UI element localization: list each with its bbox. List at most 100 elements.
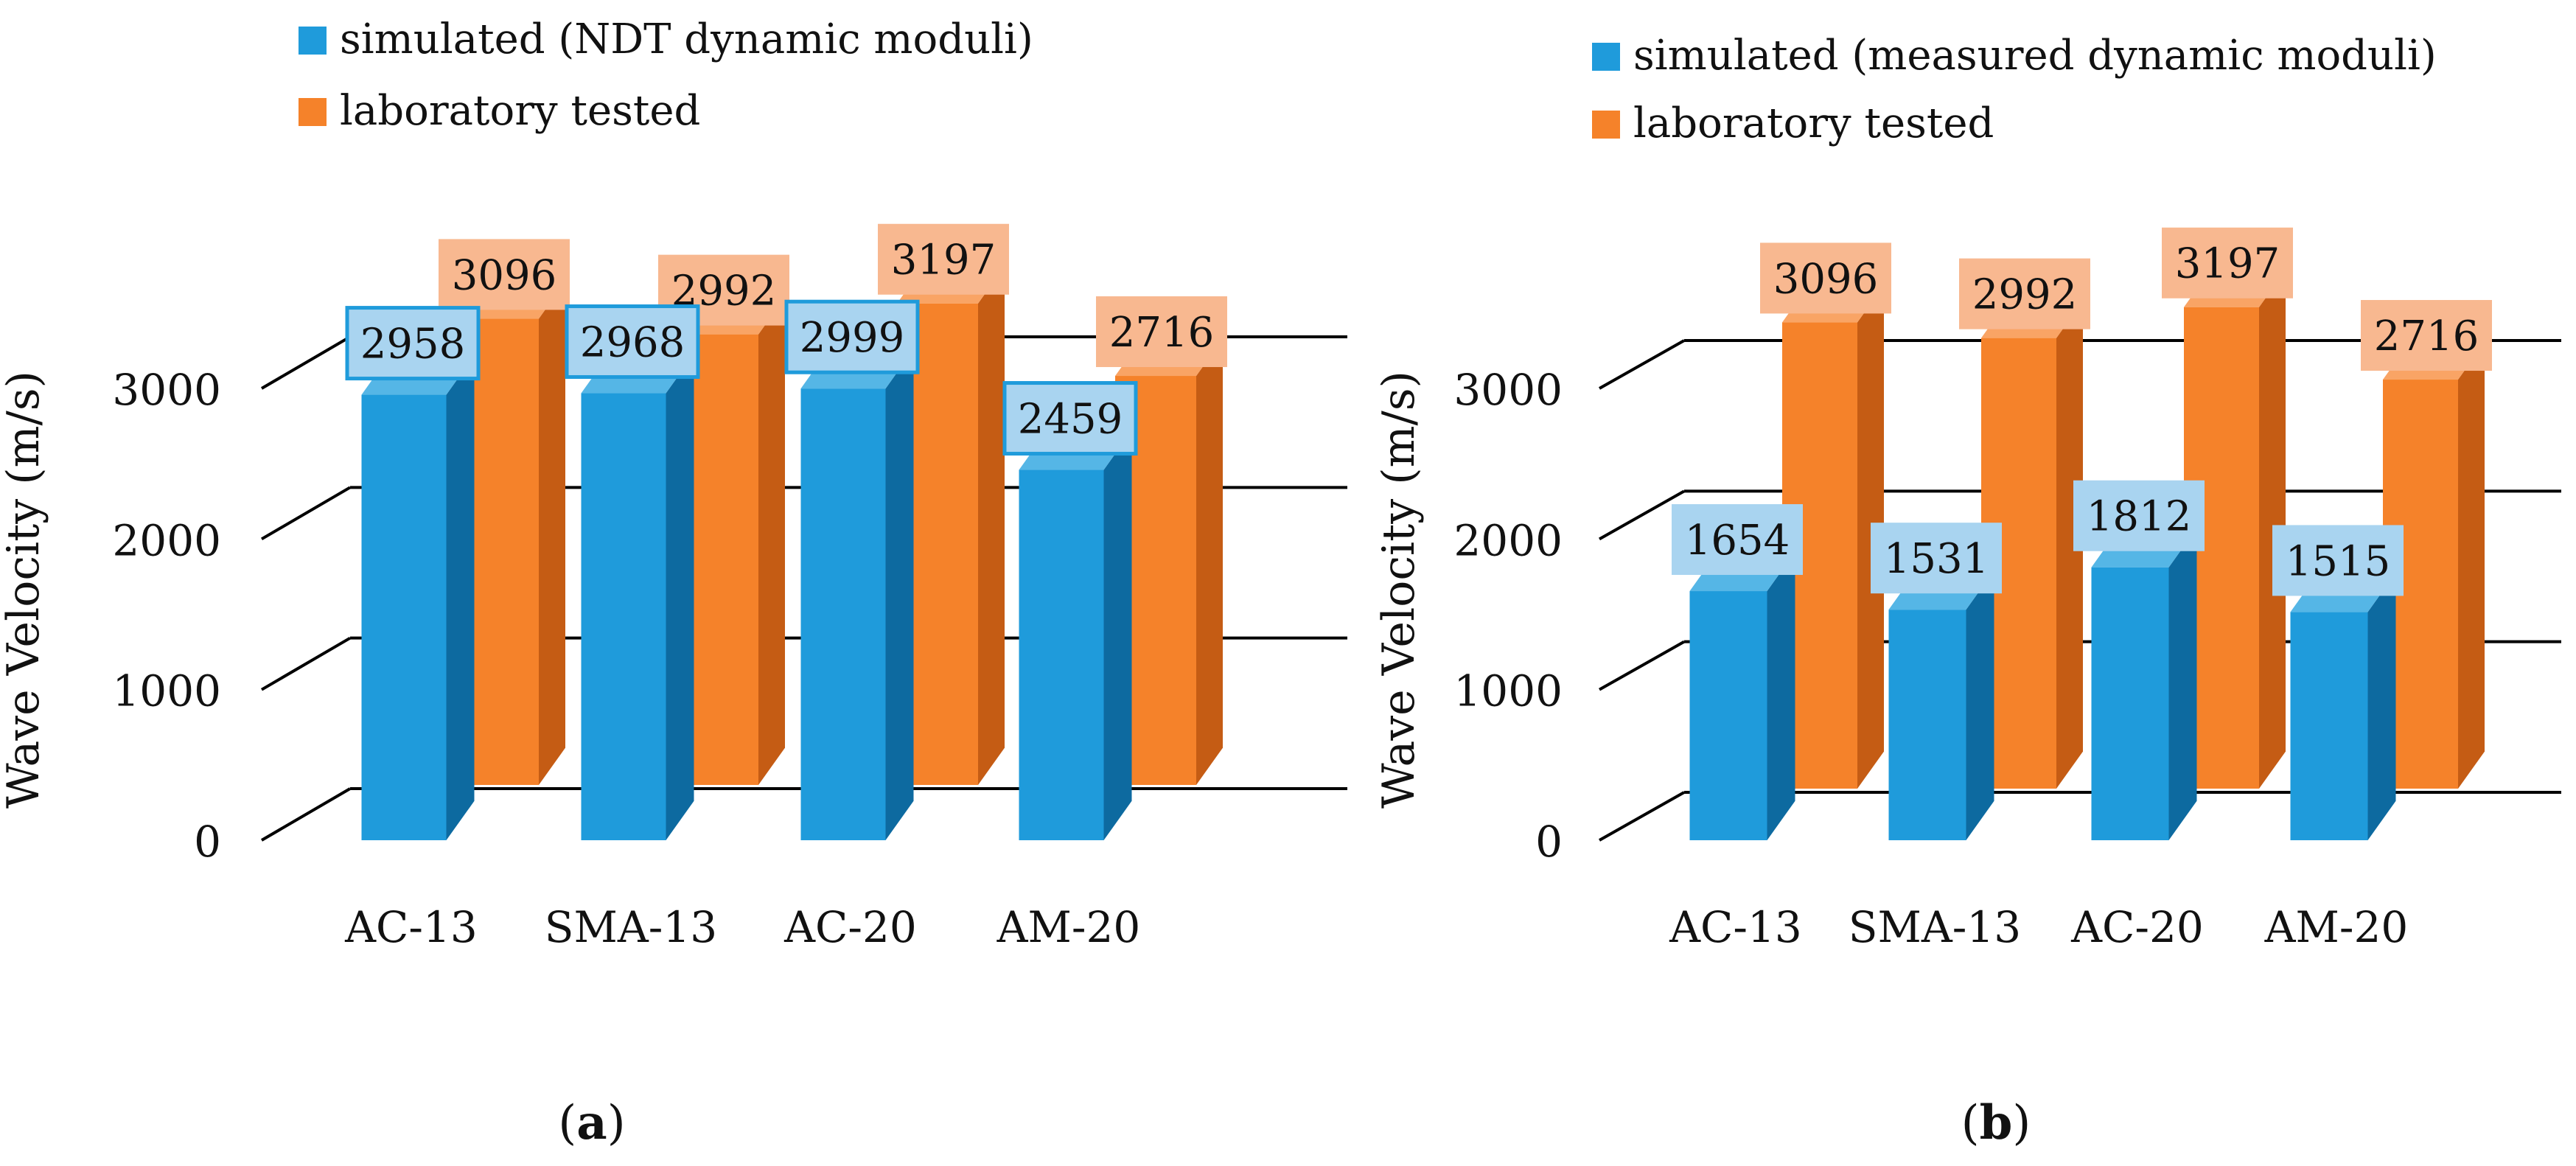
panel-label: (b) — [1961, 1095, 2031, 1151]
panel-label: (a) — [558, 1095, 625, 1151]
x-tick-label: AM-20 — [996, 902, 1141, 952]
gridline-diagonal — [260, 486, 352, 541]
legend-label-simulated: simulated (NDT dynamic moduli) — [340, 15, 1033, 63]
y-tick-label: 1000 — [112, 666, 221, 716]
gridline-diagonal — [260, 636, 352, 691]
gridline-diagonal — [260, 787, 352, 842]
legend-label-laboratory: laboratory tested — [1633, 100, 1994, 147]
data-label-box — [1096, 296, 1227, 368]
bar-simulated-sma-13 — [1888, 570, 1994, 840]
bar-simulated-ac-20 — [800, 349, 914, 840]
bar-front — [1888, 610, 1966, 840]
data-label-box — [878, 223, 1009, 295]
data-label-box — [1871, 523, 2002, 594]
data-label-box — [2272, 525, 2404, 596]
x-tick-label: AM-20 — [2264, 902, 2409, 952]
data-label-laboratory: 3096 — [1773, 255, 1879, 303]
bar-simulated-sma-13 — [581, 354, 694, 841]
x-tick-label: SMA-13 — [545, 902, 717, 952]
data-label-box — [565, 304, 700, 380]
data-label-simulated: 1531 — [1884, 535, 1989, 583]
bar-front — [1689, 591, 1767, 840]
data-label-box — [1672, 504, 1803, 576]
legend-label-laboratory: laboratory tested — [340, 87, 700, 135]
x-tick-label: SMA-13 — [1849, 902, 2021, 952]
data-label-laboratory: 2716 — [2374, 313, 2479, 360]
bar-side — [1196, 338, 1223, 785]
data-label-box — [345, 306, 481, 381]
bar-front — [800, 388, 886, 840]
bar-side — [2367, 573, 2396, 840]
y-tick-label: 0 — [1535, 817, 1563, 867]
data-label-box — [1959, 258, 2090, 329]
bar-side — [885, 349, 914, 840]
data-label-box — [784, 299, 920, 374]
bar-side — [1767, 551, 1795, 840]
y-axis-title: Wave Velocity (m/s) — [0, 371, 49, 809]
x-tick-label: AC-20 — [783, 902, 917, 952]
data-label-laboratory: 3197 — [891, 237, 996, 284]
data-label-simulated: 1654 — [1685, 517, 1790, 565]
data-label-simulated: 1812 — [2087, 493, 2192, 541]
y-tick-label: 1000 — [1453, 666, 1563, 716]
bar-side — [666, 354, 694, 841]
data-label-box — [439, 239, 570, 310]
data-label-box — [1002, 381, 1138, 456]
bar-front — [581, 393, 666, 840]
gridline-diagonal — [260, 335, 352, 390]
bar-side — [2458, 342, 2485, 789]
x-tick-label: AC-13 — [344, 902, 478, 952]
y-tick-label: 3000 — [112, 365, 221, 415]
data-label-simulated: 2459 — [1018, 396, 1123, 444]
data-label-simulated: 2968 — [580, 319, 685, 367]
legend-swatch-simulated — [1592, 43, 1620, 71]
y-tick-label: 3000 — [1453, 365, 1563, 415]
chart-panel-a: 0 1000 2000 3000 Wave Velocity (m/s) 3096 2958… — [0, 15, 1347, 1151]
data-label-simulated: 2999 — [800, 314, 905, 362]
bar-side — [1966, 570, 1994, 840]
x-tick-label: AC-20 — [2070, 902, 2204, 952]
bar-front — [361, 394, 447, 840]
data-label-box — [2073, 480, 2205, 551]
chart-panel-b: 0 1000 2000 3000 Wave Velocity (m/s) 3096 1654… — [1373, 32, 2561, 1151]
legend: simulated (measured dynamic moduli) labor… — [1592, 32, 2437, 147]
bar-simulated-ac-13 — [361, 355, 475, 841]
bar-simulated-am-20 — [2290, 573, 2396, 840]
bar-side — [758, 297, 785, 785]
bar-side — [2168, 528, 2197, 840]
bar-front — [2091, 567, 2169, 840]
legend-swatch-laboratory — [299, 98, 327, 126]
bar-simulated-am-20 — [1019, 430, 1132, 840]
bar-side — [1103, 430, 1132, 840]
bar-simulated-ac-20 — [2091, 528, 2197, 840]
y-axis-title: Wave Velocity (m/s) — [1373, 371, 1425, 809]
legend: simulated (NDT dynamic moduli) laboratory… — [299, 15, 1033, 135]
data-label-simulated: 2958 — [360, 321, 466, 369]
data-label-box — [2162, 227, 2293, 299]
bar-side — [446, 355, 475, 841]
bar-side — [539, 281, 565, 785]
gridline-diagonal — [1599, 339, 1685, 390]
y-tick-label: 0 — [194, 817, 221, 867]
x-tick-label: AC-13 — [1669, 902, 1802, 952]
bar-simulated-ac-13 — [1689, 551, 1795, 840]
gridline-diagonal — [1599, 640, 1685, 691]
y-tick-label: 2000 — [112, 515, 221, 565]
data-label-laboratory: 3096 — [452, 251, 557, 299]
data-label-laboratory: 3197 — [2175, 240, 2280, 288]
bar-front — [2290, 612, 2368, 840]
bar-laboratory-ac-13 — [458, 281, 565, 785]
data-label-simulated: 1515 — [2286, 537, 2391, 585]
gridline-diagonal — [1599, 791, 1685, 842]
data-label-laboratory: 2716 — [1109, 309, 1215, 357]
legend-swatch-laboratory — [1592, 111, 1620, 139]
data-label-box — [1760, 242, 1891, 314]
bar-side — [978, 266, 1005, 786]
legend-swatch-simulated — [299, 27, 327, 55]
data-label-laboratory: 2992 — [1972, 271, 2078, 319]
bar-front — [1019, 469, 1104, 840]
gridline-diagonal — [1599, 489, 1685, 541]
data-label-box — [2361, 300, 2492, 371]
y-tick-label: 2000 — [1453, 515, 1563, 565]
